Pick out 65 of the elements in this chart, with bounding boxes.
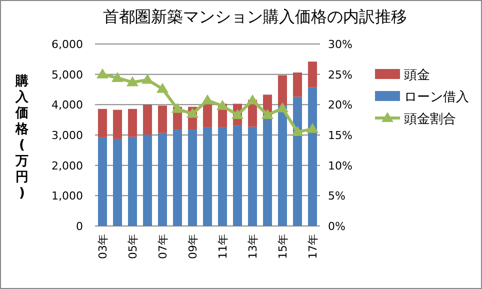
point <box>96 68 108 78</box>
y-tick-label: 4,000 <box>52 98 83 112</box>
y2-tick-label: 5% <box>328 190 346 203</box>
bar <box>248 126 257 226</box>
bar <box>158 132 167 226</box>
bar <box>173 130 182 226</box>
y2-tick-label: 20% <box>328 98 352 112</box>
y2-tick-label: 15% <box>328 129 352 142</box>
point <box>126 76 138 86</box>
bar <box>278 106 287 226</box>
bar <box>293 72 302 97</box>
legend-label: 頭金割合 <box>404 112 456 127</box>
x-tick-label: 11年 <box>216 234 230 259</box>
y2-tick-label: 25% <box>328 68 352 82</box>
y-tick-label: 3,000 <box>52 129 83 142</box>
x-tick-label: 13年 <box>246 234 260 259</box>
bar <box>143 104 152 135</box>
point <box>262 108 274 119</box>
legend-label: ローン借入 <box>404 90 469 105</box>
y2-tick-label: 0% <box>328 220 346 233</box>
point <box>276 102 288 112</box>
bar <box>158 106 167 133</box>
y-axis-title: 購入価格(万円) <box>14 74 30 201</box>
bar <box>263 118 272 226</box>
point <box>246 94 258 104</box>
bar <box>203 127 212 226</box>
x-tick-label: 05年 <box>126 234 140 259</box>
x-tick-label: 09年 <box>186 234 200 259</box>
y2-tick-label: 10% <box>328 159 352 172</box>
bar <box>98 137 107 226</box>
y-tick-label: 0 <box>76 220 83 233</box>
y-tick-label: 2,000 <box>52 159 83 172</box>
point <box>216 100 228 110</box>
bar <box>143 134 152 226</box>
point <box>202 94 214 104</box>
bar <box>233 126 242 226</box>
bar <box>218 127 227 226</box>
bar <box>128 136 137 226</box>
bar <box>188 130 197 226</box>
bar <box>293 96 302 226</box>
y-tick-label: 5,000 <box>52 68 83 82</box>
bar <box>113 138 122 226</box>
y-tick-label: 6,000 <box>52 38 83 51</box>
chart-title: 首都圏新築マンション購入価格の内訳推移 <box>103 7 407 26</box>
point <box>232 108 244 119</box>
legend-label: 頭金 <box>404 68 430 83</box>
x-tick-label: 17年 <box>306 234 320 259</box>
point <box>172 102 184 113</box>
bar <box>308 62 317 88</box>
y2-tick-label: 30% <box>328 38 352 51</box>
point <box>112 72 124 82</box>
bar <box>308 87 317 226</box>
x-tick-label: 15年 <box>276 234 290 259</box>
point <box>186 108 198 118</box>
x-tick-label: 07年 <box>156 234 170 259</box>
point <box>156 82 168 93</box>
point <box>306 122 318 133</box>
point <box>142 74 154 84</box>
x-tick-label: 03年 <box>96 234 110 259</box>
bar <box>128 108 137 137</box>
point <box>292 126 304 136</box>
bar <box>113 110 122 139</box>
bar <box>278 75 287 106</box>
bar <box>98 108 107 138</box>
y-tick-label: 1,000 <box>52 190 83 203</box>
